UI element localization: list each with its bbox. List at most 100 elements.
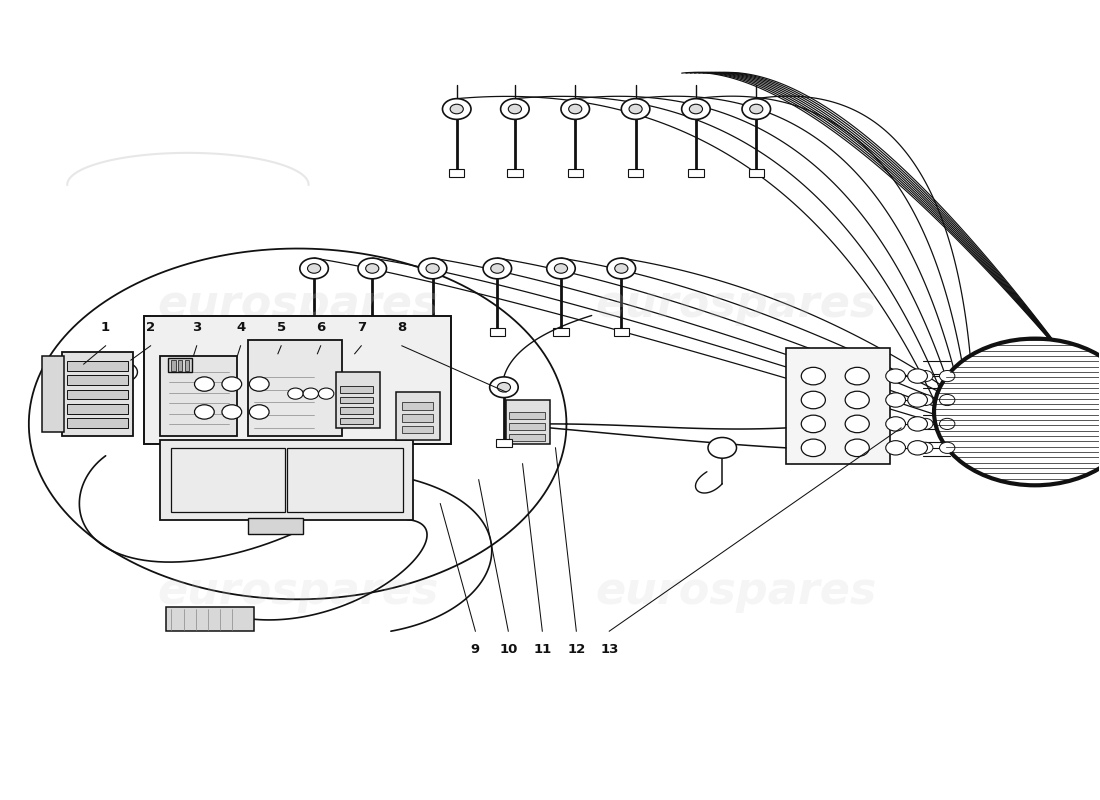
Bar [340, 407, 373, 414]
Circle shape [365, 264, 378, 274]
Bar [336, 372, 380, 428]
Circle shape [682, 98, 711, 119]
Text: eurospares: eurospares [596, 570, 877, 613]
Bar [402, 402, 432, 410]
Bar [364, 328, 380, 336]
Bar [249, 340, 341, 436]
Circle shape [561, 98, 590, 119]
Bar [785, 348, 890, 464]
Circle shape [508, 104, 521, 114]
Bar [425, 328, 440, 336]
Bar [144, 316, 451, 444]
Circle shape [801, 367, 825, 385]
Circle shape [801, 415, 825, 433]
Text: 11: 11 [534, 643, 551, 656]
Text: 5: 5 [276, 321, 286, 334]
Bar [402, 414, 432, 422]
Circle shape [934, 338, 1100, 486]
Circle shape [939, 442, 955, 454]
Bar [340, 397, 373, 403]
Circle shape [250, 405, 270, 419]
Bar [490, 328, 505, 336]
Circle shape [222, 405, 242, 419]
Text: eurospares: eurospares [157, 570, 438, 613]
Text: 13: 13 [601, 643, 618, 656]
Circle shape [845, 391, 869, 409]
Circle shape [418, 258, 447, 279]
Circle shape [490, 377, 518, 398]
Circle shape [690, 104, 703, 114]
Text: 9: 9 [471, 643, 480, 656]
Circle shape [621, 98, 650, 119]
Bar [614, 328, 629, 336]
Circle shape [750, 104, 763, 114]
Circle shape [908, 417, 927, 431]
Circle shape [300, 258, 329, 279]
Bar [185, 360, 189, 370]
Circle shape [708, 438, 737, 458]
Bar [178, 360, 183, 370]
Circle shape [442, 98, 471, 119]
Text: 10: 10 [499, 643, 517, 656]
Text: 3: 3 [192, 321, 201, 334]
Circle shape [845, 439, 869, 457]
Text: eurospares: eurospares [596, 283, 877, 326]
Circle shape [491, 264, 504, 274]
Circle shape [917, 418, 933, 430]
Bar [172, 448, 285, 512]
Circle shape [886, 417, 905, 431]
Circle shape [886, 393, 905, 407]
Bar [509, 412, 544, 419]
Circle shape [483, 258, 512, 279]
Bar [507, 169, 522, 177]
Circle shape [615, 264, 628, 274]
Text: 1: 1 [101, 321, 110, 334]
Circle shape [111, 362, 138, 382]
Bar [67, 390, 128, 399]
Circle shape [569, 104, 582, 114]
Bar [62, 352, 133, 436]
Bar [506, 400, 550, 444]
Circle shape [319, 388, 333, 399]
Bar [172, 360, 176, 370]
Bar [161, 356, 238, 436]
Bar [340, 418, 373, 424]
Bar [449, 169, 464, 177]
Circle shape [939, 370, 955, 382]
Circle shape [304, 388, 319, 399]
Circle shape [222, 377, 242, 391]
Circle shape [939, 394, 955, 406]
Bar [749, 169, 764, 177]
Circle shape [195, 405, 214, 419]
Text: 2: 2 [146, 321, 155, 334]
Circle shape [917, 370, 933, 382]
Bar [628, 169, 643, 177]
Bar [553, 328, 569, 336]
Bar [67, 361, 128, 370]
Circle shape [607, 258, 636, 279]
Bar [340, 386, 373, 393]
Circle shape [886, 369, 905, 383]
Circle shape [886, 441, 905, 455]
Circle shape [450, 104, 463, 114]
Bar [509, 434, 544, 442]
Circle shape [908, 393, 927, 407]
Circle shape [908, 441, 927, 455]
Circle shape [801, 439, 825, 457]
Bar [67, 404, 128, 414]
Bar [76, 361, 85, 378]
Bar [509, 423, 544, 430]
Circle shape [547, 258, 575, 279]
Bar [67, 375, 128, 385]
Bar [496, 439, 512, 447]
Circle shape [308, 264, 321, 274]
Bar [307, 328, 322, 336]
Bar [67, 418, 128, 428]
Circle shape [917, 394, 933, 406]
Text: 6: 6 [316, 321, 326, 334]
Circle shape [742, 98, 770, 119]
Text: eurospares: eurospares [157, 283, 438, 326]
Circle shape [288, 388, 304, 399]
Bar [402, 426, 432, 434]
Bar [287, 448, 403, 512]
